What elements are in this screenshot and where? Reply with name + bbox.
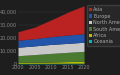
- Legend: Asia, Europe, North America, South America, Africa, Oceania: Asia, Europe, North America, South Ameri…: [87, 5, 120, 46]
